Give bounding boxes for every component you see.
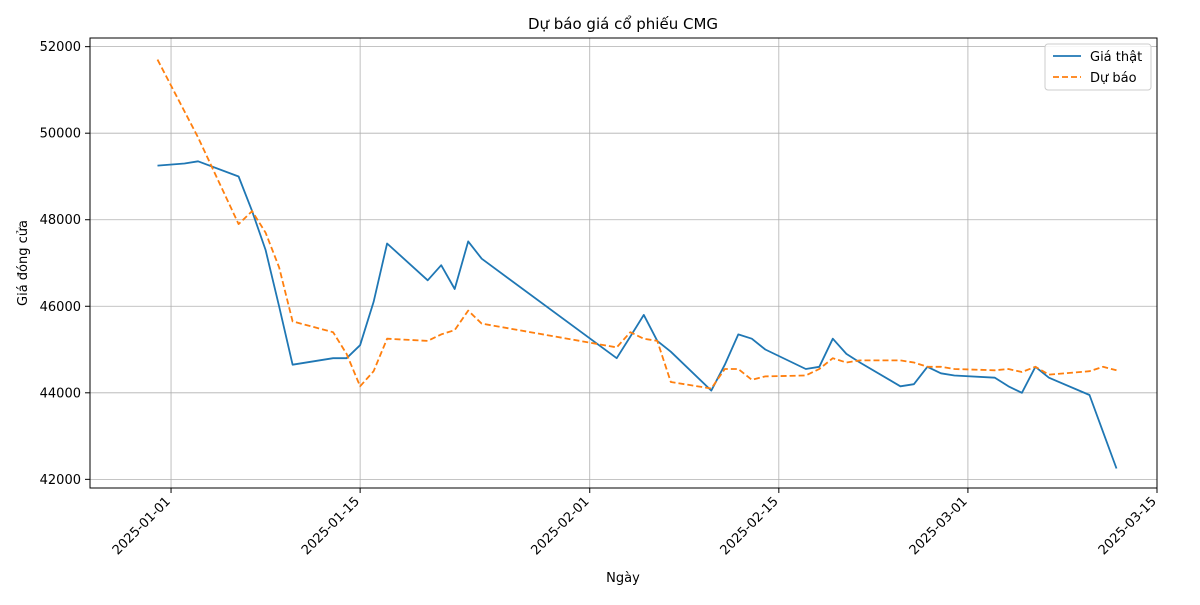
axis-ticks: 2025-01-01 2025-01-15 2025-02-01 2025-02-15…	[40, 40, 1160, 558]
x-tick-label: 2025-01-01	[110, 494, 174, 558]
y-tick-label: 48000	[40, 213, 81, 228]
legend-label-du-bao: Dự báo	[1090, 71, 1137, 86]
series-line-du-bao	[156, 59, 1117, 390]
x-axis-label: Ngày	[606, 571, 640, 586]
x-tick-label: 2025-01-15	[299, 494, 363, 558]
x-tick-label: 2025-03-15	[1096, 494, 1160, 558]
y-tick-label: 42000	[40, 473, 81, 488]
y-tick-label: 46000	[40, 300, 81, 315]
series-line-gia-that	[157, 160, 1118, 469]
legend-label-gia-that: Giá thật	[1090, 50, 1142, 65]
chart-title: Dự báo giá cổ phiếu CMG	[528, 15, 718, 33]
series-layer	[156, 59, 1118, 469]
y-tick-label: 44000	[40, 386, 81, 401]
grid	[90, 38, 1158, 488]
x-tick-label: 2025-02-15	[718, 494, 782, 558]
y-tick-label: 52000	[40, 40, 81, 55]
y-axis-label: Giá đóng cửa	[16, 220, 31, 306]
legend: Giá thật Dự báo	[1044, 43, 1152, 91]
plot-area-frame	[89, 37, 1158, 489]
y-tick-label: 50000	[40, 127, 81, 142]
x-tick-label: 2025-03-01	[907, 494, 971, 558]
x-tick-label: 2025-02-01	[529, 494, 593, 558]
